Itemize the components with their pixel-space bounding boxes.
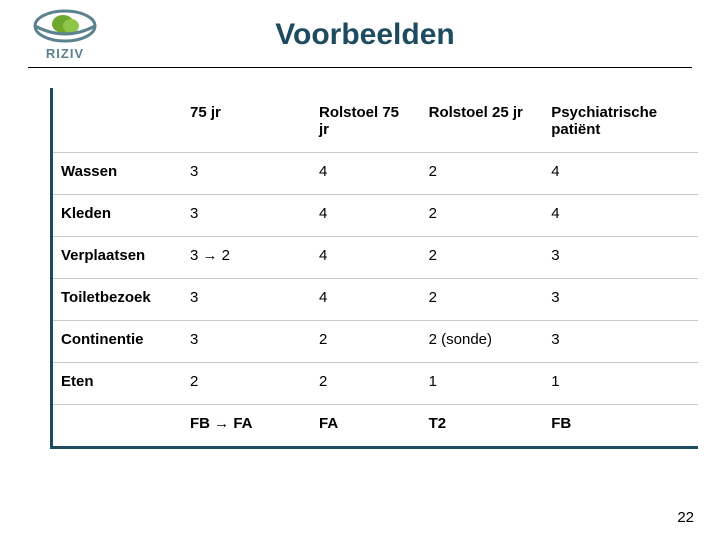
slide-header: RIZIV Voorbeelden <box>0 0 720 65</box>
cell: 1 <box>421 363 544 405</box>
row-label: Eten <box>53 363 182 405</box>
cell: 3 <box>543 279 698 321</box>
row-label: Kleden <box>53 195 182 237</box>
table-header-row: 75 jr Rolstoel 75 jr Rolstoel 25 jr Psyc… <box>53 94 698 153</box>
table-row: Eten 2 2 1 1 <box>53 363 698 405</box>
cell: 4 <box>543 195 698 237</box>
riziv-logo-icon <box>33 8 97 44</box>
cell: 3 <box>182 321 311 363</box>
row-label: Toiletbezoek <box>53 279 182 321</box>
table-row: Wassen 3 4 2 4 <box>53 153 698 195</box>
col-header-psych: Psychiatrische patiënt <box>543 94 698 153</box>
header-underline <box>28 67 692 68</box>
table-row: Toiletbezoek 3 4 2 3 <box>53 279 698 321</box>
cell: 2 <box>421 153 544 195</box>
col-header-75jr: 75 jr <box>182 94 311 153</box>
cell: 2 <box>182 363 311 405</box>
cell: 1 <box>543 363 698 405</box>
cell: 4 <box>311 195 421 237</box>
cell: 2 <box>311 321 421 363</box>
cell: 3 <box>543 321 698 363</box>
cell: 2 (sonde) <box>421 321 544 363</box>
row-label <box>53 405 182 447</box>
cell: 2 <box>421 195 544 237</box>
table-row: Continentie 3 2 2 (sonde) 3 <box>53 321 698 363</box>
cell: 4 <box>543 153 698 195</box>
cell: 2 <box>421 279 544 321</box>
table-container: 75 jr Rolstoel 75 jr Rolstoel 25 jr Psyc… <box>50 88 698 449</box>
cell: 4 <box>311 153 421 195</box>
row-label: Continentie <box>53 321 182 363</box>
page-title: Voorbeelden <box>120 18 710 52</box>
cell: 2 <box>421 237 544 279</box>
table-row: Verplaatsen 3 → 2 4 2 3 <box>53 237 698 279</box>
cell: 3 <box>182 195 311 237</box>
col-header-blank <box>53 94 182 153</box>
examples-table: 75 jr Rolstoel 75 jr Rolstoel 25 jr Psyc… <box>53 94 698 446</box>
logo-text: RIZIV <box>46 46 84 61</box>
cell: T2 <box>421 405 544 447</box>
cell: FB <box>543 405 698 447</box>
cell: FB → FA <box>182 405 311 447</box>
row-label: Verplaatsen <box>53 237 182 279</box>
logo: RIZIV <box>10 8 120 61</box>
cell: 4 <box>311 237 421 279</box>
cell: 3 <box>182 279 311 321</box>
cell: 3 <box>182 153 311 195</box>
table-row: Kleden 3 4 2 4 <box>53 195 698 237</box>
page-number: 22 <box>677 509 694 526</box>
col-header-rolstoel75: Rolstoel 75 jr <box>311 94 421 153</box>
table-row-summary: FB → FA FA T2 FB <box>53 405 698 447</box>
cell: 4 <box>311 279 421 321</box>
cell: 2 <box>311 363 421 405</box>
col-header-rolstoel25: Rolstoel 25 jr <box>421 94 544 153</box>
row-label: Wassen <box>53 153 182 195</box>
cell: 3 → 2 <box>182 237 311 279</box>
cell: FA <box>311 405 421 447</box>
cell: 3 <box>543 237 698 279</box>
